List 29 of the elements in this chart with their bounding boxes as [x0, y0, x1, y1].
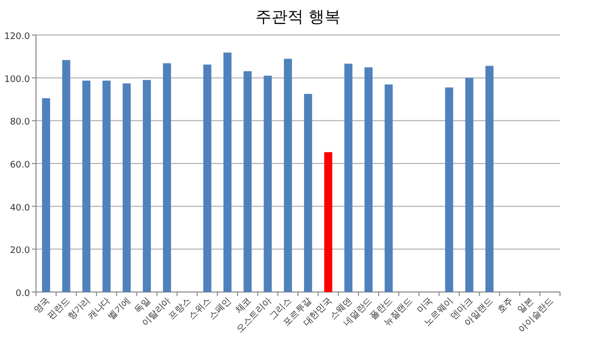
y-tick-label: 120.0 — [4, 32, 30, 42]
bar — [102, 80, 111, 292]
bar — [264, 76, 272, 292]
bar — [324, 152, 332, 292]
bar — [82, 80, 90, 292]
bar — [122, 83, 131, 292]
bar — [304, 94, 312, 292]
y-tick-label: 60.0 — [10, 160, 30, 170]
bar — [364, 67, 373, 292]
bar — [445, 87, 454, 292]
bar — [344, 64, 352, 292]
bar — [223, 52, 232, 292]
y-tick-label: 20.0 — [10, 246, 30, 256]
chart-title: 주관적 행복 — [255, 7, 341, 26]
bar — [142, 80, 151, 292]
bar — [244, 71, 252, 292]
bar — [42, 98, 50, 292]
y-tick-label: 80.0 — [10, 118, 30, 128]
y-tick-label: 100.0 — [4, 74, 30, 85]
bar — [384, 84, 393, 292]
bar — [465, 78, 474, 292]
y-tick-label: 40.0 — [10, 203, 30, 214]
bar — [284, 58, 292, 292]
bar — [62, 60, 70, 292]
bar — [203, 64, 212, 292]
y-tick-label: 0.0 — [16, 289, 30, 299]
x-tick-label: 호주 — [496, 296, 516, 316]
bar — [485, 66, 494, 292]
bar — [162, 63, 172, 292]
